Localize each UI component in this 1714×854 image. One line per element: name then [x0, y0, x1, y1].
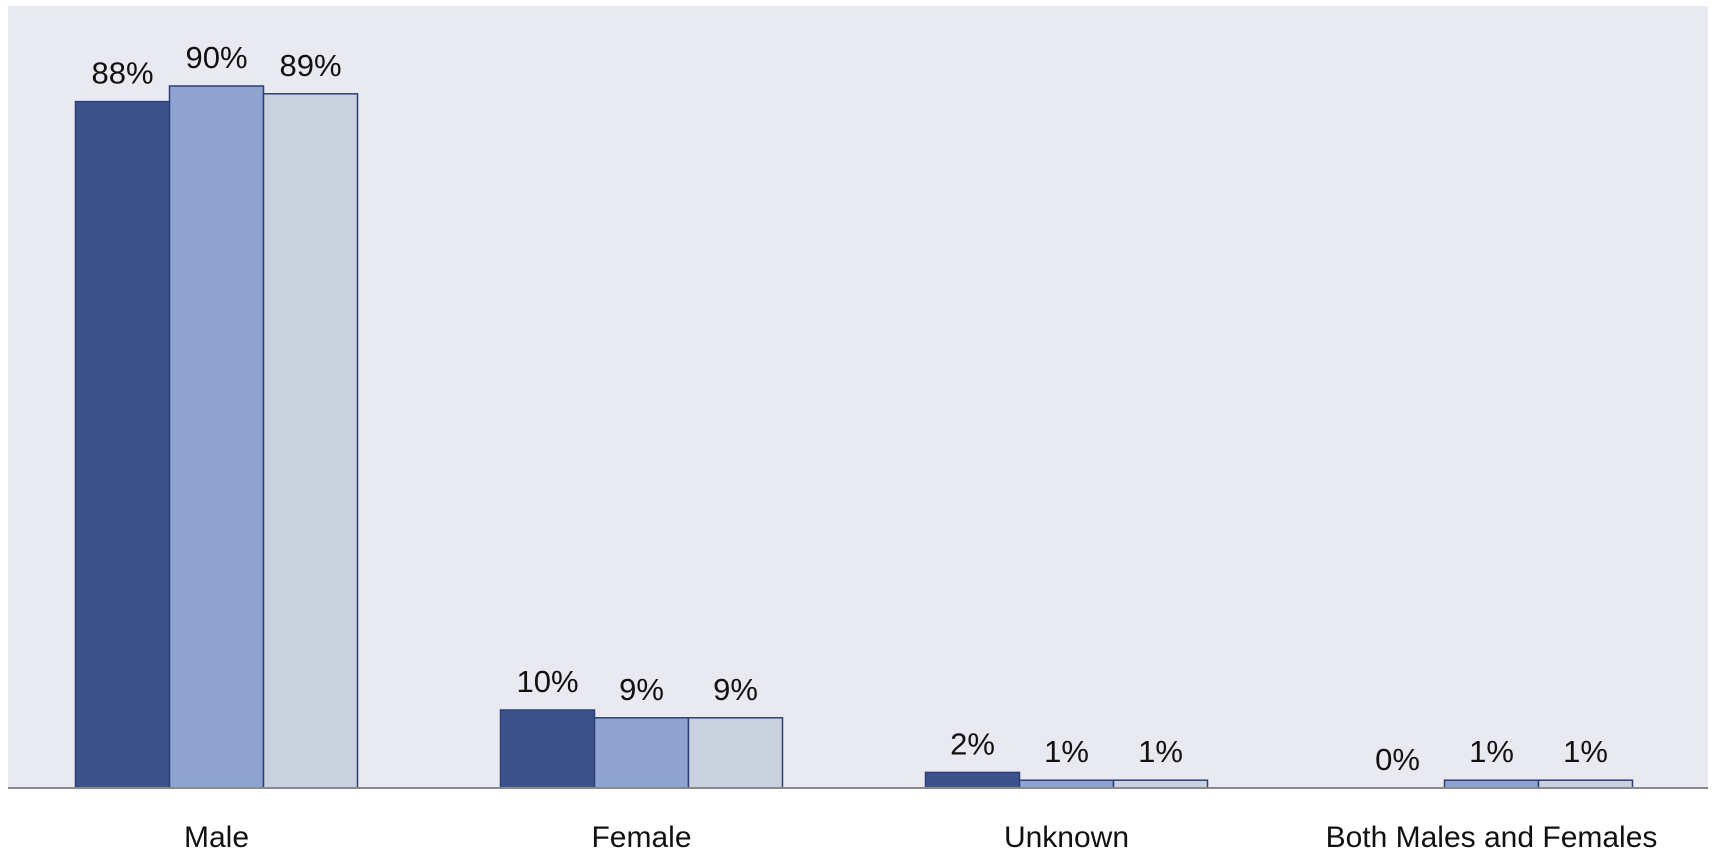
category-label: Female	[591, 821, 691, 854]
data-label: 0%	[1375, 742, 1420, 777]
bar-male-s2	[168, 85, 265, 789]
category-labels-group: Male Female Unknown Both Males and Females	[184, 821, 1657, 854]
data-label: 9%	[619, 672, 664, 707]
bar-male-s1	[74, 100, 171, 789]
data-label: 1%	[1044, 734, 1089, 769]
data-label: 10%	[516, 664, 578, 699]
data-label: 90%	[185, 40, 247, 75]
bar-both-males-and-females-s2	[1443, 779, 1540, 789]
data-label: 89%	[279, 48, 341, 83]
data-label: 1%	[1138, 734, 1183, 769]
category-label: Both Males and Females	[1326, 821, 1658, 854]
bar-female-s2	[593, 717, 690, 789]
category-label: Male	[184, 821, 249, 854]
bar-both-males-and-females-s3	[1537, 779, 1634, 789]
bar-unknown-s2	[1018, 779, 1115, 789]
category-label: Unknown	[1004, 821, 1129, 854]
bar-female-s1	[499, 709, 596, 789]
bar-male-s3	[262, 93, 359, 789]
data-label: 88%	[91, 56, 153, 91]
bar-labels-group: 88% 90% 89% 10% 9% 9% 2% 1% 1% 0% 1% 1%	[91, 40, 1607, 777]
data-label: 1%	[1563, 734, 1608, 769]
bar-unknown-s3	[1112, 779, 1209, 789]
data-label: 9%	[713, 672, 758, 707]
data-label: 1%	[1469, 734, 1514, 769]
bar-female-s3	[687, 717, 784, 789]
data-label: 2%	[950, 726, 995, 761]
bars-group	[74, 85, 1634, 789]
bar-unknown-s1	[924, 771, 1021, 789]
